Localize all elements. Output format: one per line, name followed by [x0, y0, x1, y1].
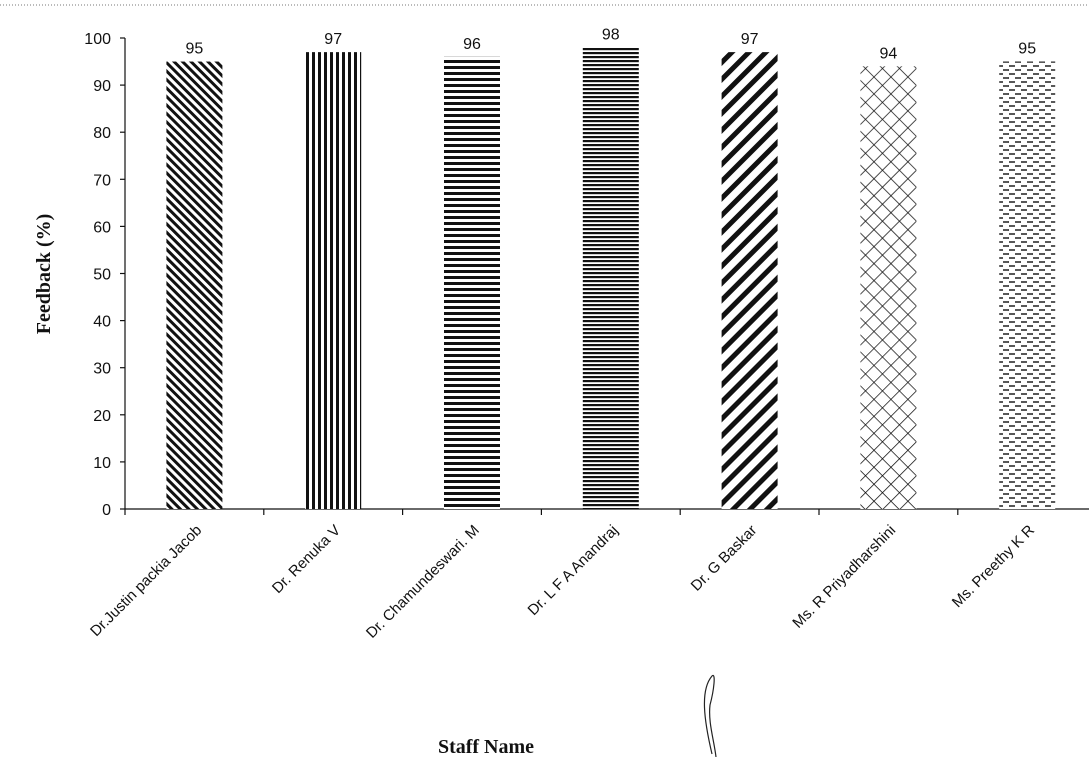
x-tick-label: Dr. Renuka V — [269, 522, 344, 597]
bar — [999, 61, 1056, 510]
y-tick-label: 40 — [93, 314, 111, 331]
data-label: 97 — [741, 31, 759, 48]
y-tick-label: 50 — [93, 267, 111, 284]
y-tick-label: 0 — [102, 502, 111, 519]
y-tick-label: 60 — [93, 219, 111, 236]
x-ticks: Dr.Justin packia Jacob Dr. Renuka V Dr. Ch… — [87, 509, 1038, 642]
y-tick-label: 80 — [93, 125, 111, 142]
signature-mark — [703, 674, 717, 757]
x-tick-label: Ms. R Priyadharshini — [789, 522, 899, 632]
data-label: 94 — [880, 45, 898, 62]
y-ticks: 0 10 20 30 40 50 60 70 80 90 100 — [84, 31, 125, 519]
data-label: 97 — [324, 31, 342, 48]
bar — [166, 61, 223, 510]
x-tick-label: Ms. Preethy K R — [949, 522, 1038, 611]
bar — [582, 47, 639, 510]
bar — [860, 66, 917, 509]
y-tick-label: 100 — [84, 31, 111, 48]
bar — [305, 52, 362, 509]
data-label: 98 — [602, 26, 620, 43]
y-tick-label: 70 — [93, 172, 111, 189]
y-tick-label: 10 — [93, 455, 111, 472]
x-tick-label: Dr. Chamundeswari. M — [363, 522, 483, 642]
x-tick-label: Dr. G Baskar — [688, 522, 761, 595]
data-labels: 95 97 96 98 97 94 95 — [186, 26, 1037, 62]
y-tick-label: 90 — [93, 78, 111, 95]
bar — [721, 52, 778, 509]
y-tick-label: 30 — [93, 361, 111, 378]
bar — [444, 56, 500, 510]
x-tick-label: Dr. L F A Anandraj — [525, 522, 622, 619]
y-tick-label: 20 — [93, 408, 111, 425]
x-axis-title: Staff Name — [438, 736, 534, 757]
data-label: 96 — [463, 36, 481, 53]
data-label: 95 — [186, 41, 204, 58]
bars — [166, 47, 1056, 510]
y-axis-title: Feedback (%) — [33, 214, 55, 335]
x-tick-label: Dr.Justin packia Jacob — [87, 522, 205, 640]
data-label: 95 — [1018, 41, 1036, 58]
